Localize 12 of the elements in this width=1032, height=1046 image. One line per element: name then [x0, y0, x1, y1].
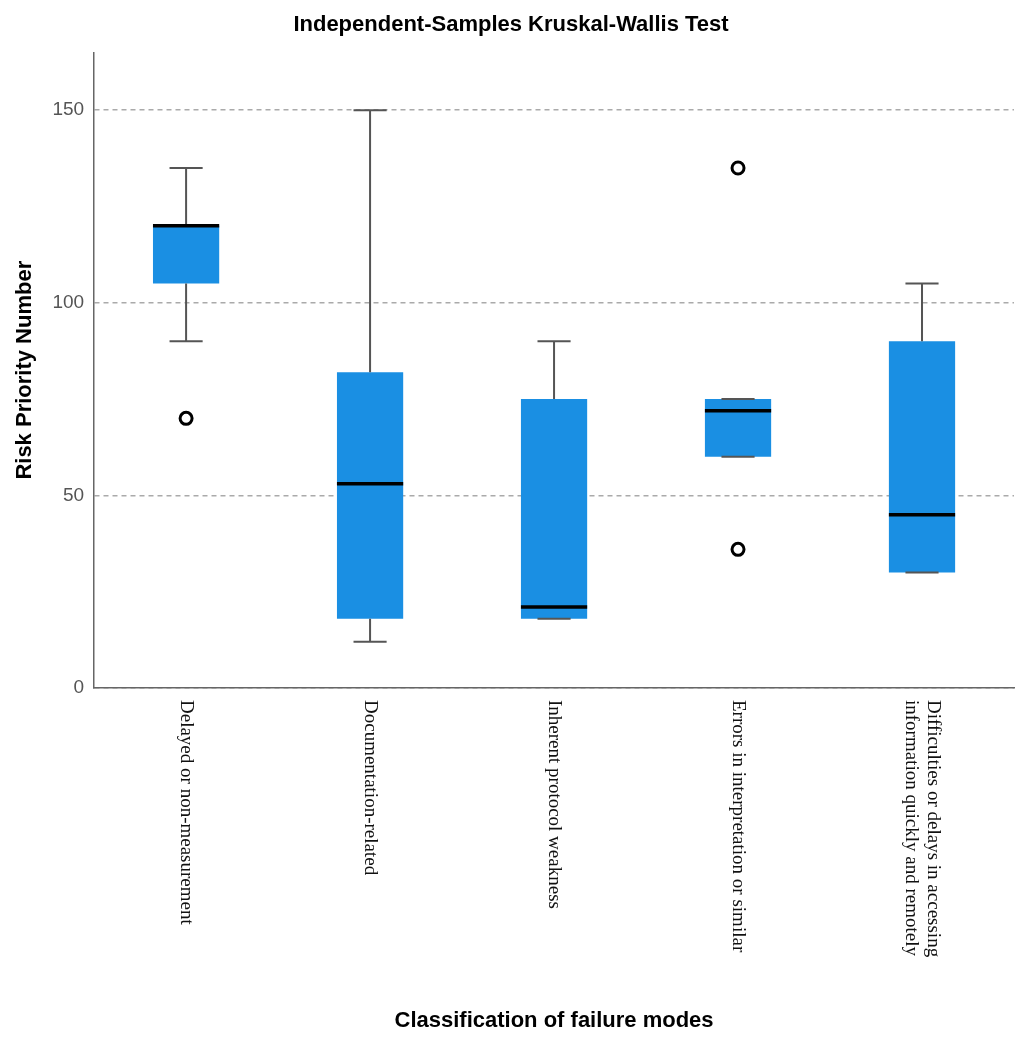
y-tick-label: 0 [73, 676, 85, 698]
x-tick-label: Documentation-related [361, 700, 383, 876]
x-tick-label: Errors in interpretation or similar [729, 700, 751, 953]
y-tick-label: 50 [62, 483, 85, 505]
chart-title: Independent-Samples Kruskal-Wallis Test [293, 11, 730, 37]
y-axis-title: Risk Priority Number [11, 260, 37, 480]
x-tick-label: Inherent protocol weakness [545, 700, 567, 909]
x-tick-label: Difficulties or delays in accessing information quickly and remotely [902, 700, 946, 958]
x-tick-label: Delayed or non-measurement [177, 700, 199, 926]
y-tick-label: 150 [52, 98, 85, 120]
x-axis-title: Classification of failure modes [394, 1006, 714, 1032]
y-tick-label: 100 [52, 291, 85, 313]
